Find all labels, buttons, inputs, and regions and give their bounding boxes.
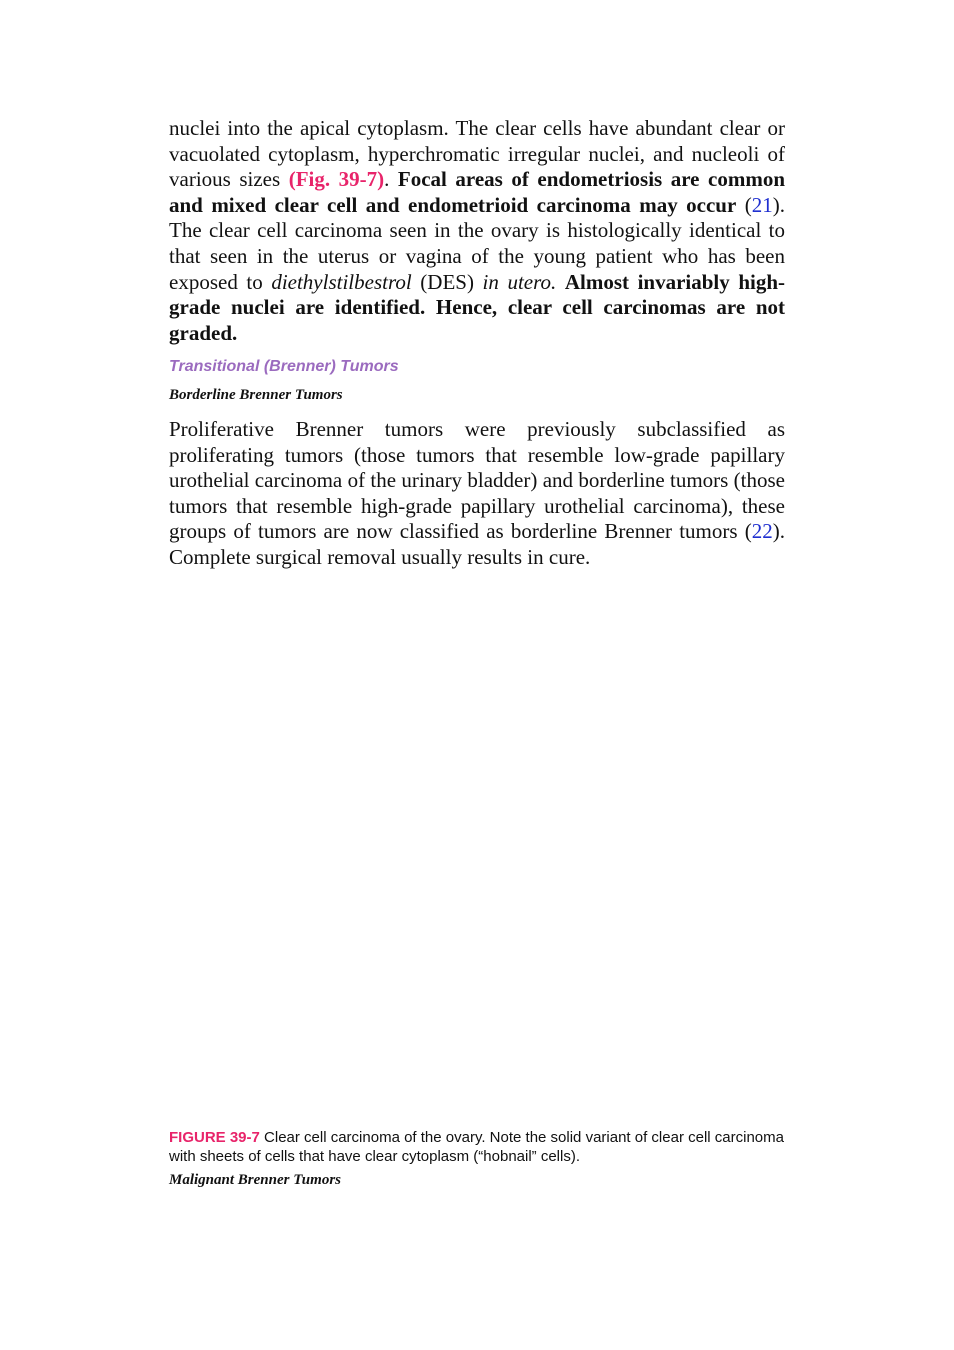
text-run: in utero. bbox=[482, 269, 557, 294]
text-run: nuclei into the apical cytoplasm. The cl… bbox=[169, 116, 785, 192]
caption-text: Clear cell carcinoma of the ovary. Note … bbox=[169, 1129, 784, 1165]
citation-link[interactable]: 22 bbox=[751, 519, 773, 544]
text-run: Focal areas of endometriosis are common … bbox=[169, 167, 785, 217]
paragraph: Proliferative Brenner tumors were previo… bbox=[169, 417, 785, 571]
figure-label: FIGURE 39-7 bbox=[169, 1129, 260, 1146]
text-run: ). Complete surgical removal usually res… bbox=[169, 519, 786, 569]
paragraph: nuclei into the apical cytoplasm. The cl… bbox=[169, 116, 785, 346]
text-run: Proliferative Brenner tumors were previo… bbox=[169, 417, 785, 544]
text-run: diethylstilbestrol bbox=[271, 269, 412, 294]
text-run: ( bbox=[744, 519, 752, 544]
subsection-heading: Malignant Brenner Tumors bbox=[169, 1172, 341, 1188]
section-heading: Transitional (Brenner) Tumors bbox=[169, 358, 399, 375]
text-run: ( bbox=[744, 192, 752, 217]
text-run: Almost invariably high-grade nuclei are … bbox=[169, 269, 786, 345]
subsection-heading: Borderline Brenner Tumors bbox=[169, 387, 343, 403]
text-run: ). The clear cell carcinoma seen in the … bbox=[169, 192, 786, 294]
figure-caption: FIGURE 39-7 Clear cell carcinoma of the … bbox=[169, 1128, 785, 1166]
text-run: . bbox=[384, 167, 390, 192]
text-run: (DES) bbox=[420, 269, 474, 294]
figure-reference: (Fig. 39-7) bbox=[288, 167, 385, 192]
citation-link[interactable]: 21 bbox=[751, 192, 773, 217]
